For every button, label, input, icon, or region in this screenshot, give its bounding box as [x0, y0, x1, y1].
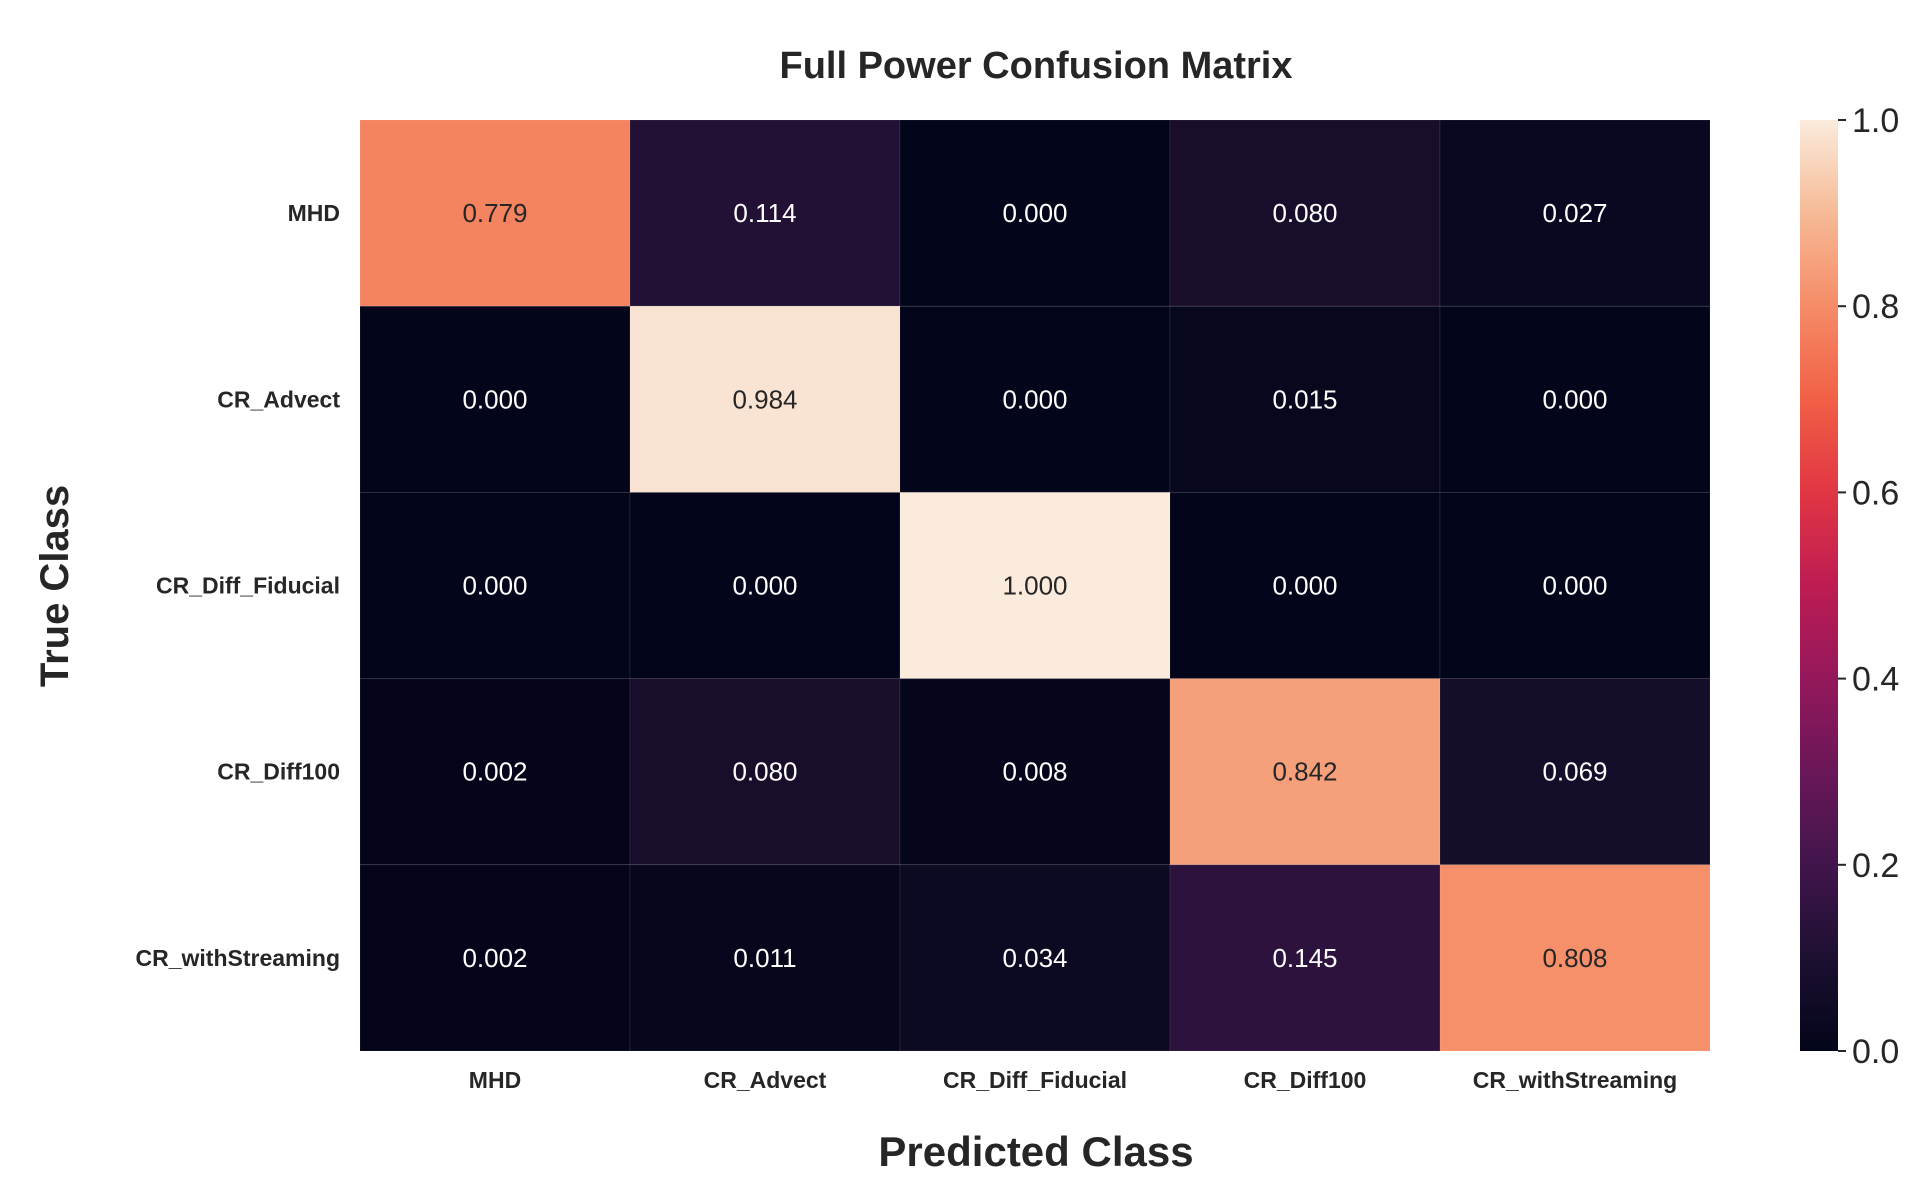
y-tick-labels: MHD CR_Advect CR_Diff_Fiducial CR_Diff100 CR…	[136, 200, 341, 971]
cell-value-label: 0.984	[732, 384, 797, 414]
y-axis-label: True Class	[33, 485, 77, 687]
cell-value-label: 0.808	[1542, 943, 1607, 973]
cell-value-label: 0.000	[1272, 571, 1337, 601]
colorbar-tick-label: 0.6	[1852, 474, 1899, 512]
colorbar-ticks: 0.0 0.2 0.4 0.6 0.8 1.0	[1838, 102, 1899, 1071]
heatmap-cell	[1439, 305, 1711, 493]
x-tick-label: MHD	[469, 1067, 521, 1093]
colorbar-tick-label: 0.8	[1852, 288, 1899, 326]
cell-value-label: 0.000	[732, 571, 797, 601]
cell-value-label: 0.000	[1542, 384, 1607, 414]
y-tick-label: CR_Diff_Fiducial	[156, 573, 340, 599]
cell-value-label: 0.779	[462, 198, 527, 228]
heatmap-cell	[629, 678, 901, 866]
cell-value-label: 0.000	[1542, 571, 1607, 601]
x-tick-label: CR_Advect	[704, 1067, 827, 1093]
heatmap-cell	[1169, 491, 1441, 680]
cell-value-label: 0.034	[1002, 943, 1067, 973]
heatmap-cells: 0.779 0.114 0.000 0.080 0.027 0.000 0.984 0.000…	[359, 119, 1711, 1052]
x-axis-label: Predicted Class	[878, 1128, 1193, 1175]
x-tick-label: CR_Diff100	[1244, 1067, 1367, 1093]
y-tick-label: CR_Advect	[217, 386, 340, 412]
heatmap-cell	[1439, 491, 1711, 680]
heatmap-cell	[899, 119, 1171, 307]
cell-value-label: 0.015	[1272, 384, 1337, 414]
heatmap-cell	[1169, 119, 1441, 307]
heatmap-cell	[1439, 678, 1711, 866]
heatmap-cell	[1439, 119, 1711, 307]
cell-value-label: 0.008	[1002, 757, 1067, 787]
heatmap-cell	[1169, 678, 1441, 866]
cell-value-label: 0.080	[1272, 198, 1337, 228]
cell-value-label: 0.000	[1002, 384, 1067, 414]
heatmap-cell	[359, 678, 631, 866]
heatmap-cell	[629, 305, 901, 493]
colorbar-tick-label: 1.0	[1852, 102, 1899, 140]
cell-value-label: 0.027	[1542, 198, 1607, 228]
colorbar-tick-label: 0.2	[1852, 847, 1899, 885]
heatmap-cell	[629, 864, 901, 1052]
x-tick-label: CR_Diff_Fiducial	[943, 1067, 1127, 1093]
heatmap-cell	[899, 305, 1171, 493]
heatmap-cell	[359, 119, 631, 307]
cell-value-label: 1.000	[1002, 571, 1067, 601]
heatmap-cell	[899, 678, 1171, 866]
cell-value-label: 0.842	[1272, 757, 1337, 787]
x-tick-labels: MHD CR_Advect CR_Diff_Fiducial CR_Diff100 CR…	[469, 1067, 1677, 1093]
heatmap-cell	[629, 491, 901, 680]
cell-value-label: 0.002	[462, 943, 527, 973]
heatmap-cell	[359, 305, 631, 493]
heatmap-cell	[899, 864, 1171, 1052]
x-tick-label: CR_withStreaming	[1473, 1067, 1677, 1093]
cell-value-label: 0.002	[462, 757, 527, 787]
colorbar-tick-label: 0.0	[1852, 1033, 1899, 1071]
y-tick-label: CR_Diff100	[217, 759, 340, 785]
y-tick-label: MHD	[288, 200, 340, 226]
colorbar-tick-label: 0.4	[1852, 661, 1899, 699]
chart-title: Full Power Confusion Matrix	[779, 45, 1292, 87]
heatmap-cell	[899, 491, 1171, 680]
cell-value-label: 0.000	[462, 571, 527, 601]
y-tick-label: CR_withStreaming	[136, 945, 340, 971]
cell-value-label: 0.080	[732, 757, 797, 787]
cell-value-label: 0.011	[733, 943, 796, 973]
cell-value-label: 0.145	[1272, 943, 1337, 973]
heatmap-cell	[629, 119, 901, 307]
heatmap-cell	[1439, 864, 1711, 1052]
cell-value-label: 0.000	[1002, 198, 1067, 228]
cell-value-label: 0.000	[462, 384, 527, 414]
cell-value-label: 0.069	[1542, 757, 1607, 787]
colorbar	[1800, 120, 1838, 1051]
cell-value-label: 0.114	[733, 198, 796, 228]
heatmap-cell	[359, 864, 631, 1052]
